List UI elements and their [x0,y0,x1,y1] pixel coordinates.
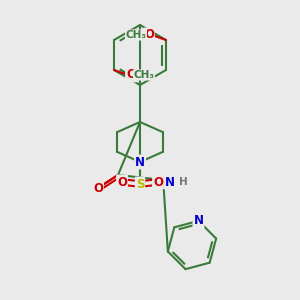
Text: N: N [194,214,203,227]
Text: CH₃: CH₃ [134,70,154,80]
Text: O: O [126,68,136,82]
Text: N: N [135,155,145,169]
Text: O: O [144,28,154,41]
Text: O: O [153,176,163,188]
Text: H: H [179,177,188,187]
Text: CH₃: CH₃ [125,30,146,40]
Text: O: O [93,182,103,194]
Text: N: N [165,176,175,188]
Text: S: S [136,178,144,190]
Text: O: O [117,176,127,188]
